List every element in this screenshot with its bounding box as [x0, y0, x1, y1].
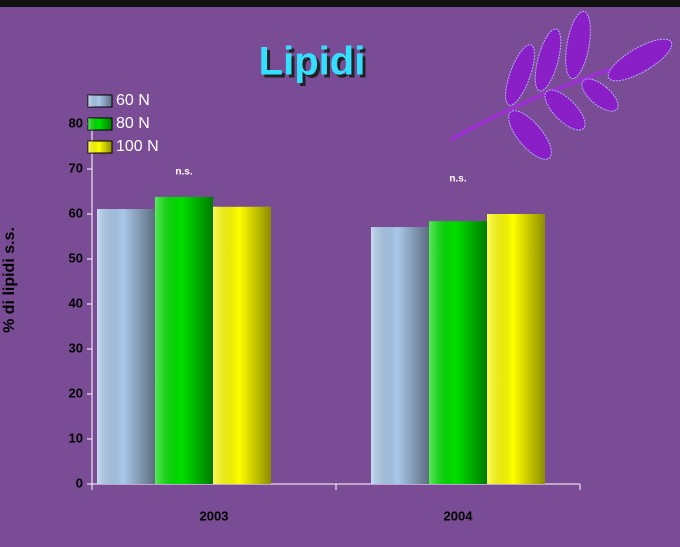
y-tick-label: 70 [69, 160, 83, 175]
legend-label: 60 N [116, 92, 150, 109]
y-tick-label: 10 [69, 430, 83, 445]
chart-title: Lipidi [259, 40, 366, 84]
y-tick-label: 0 [76, 475, 83, 490]
legend-label: 80 N [116, 115, 150, 132]
y-tick-label: 60 [69, 205, 83, 220]
y-tick-label: 20 [69, 385, 83, 400]
bar-shade [155, 196, 213, 484]
y-tick-label: 50 [69, 250, 83, 265]
bar-shade [371, 227, 429, 485]
title-shadow: Lipidi [262, 43, 369, 87]
y-tick-label: 80 [69, 115, 83, 130]
y-tick-label: 30 [69, 340, 83, 355]
bar-shade [487, 214, 545, 484]
y-tick-label: 40 [69, 295, 83, 310]
legend-label: 100 N [116, 138, 159, 155]
legend-swatch-shade [88, 141, 112, 153]
top-border [0, 0, 680, 7]
leaf-decoration [449, 10, 673, 160]
annotation: n.s. [175, 167, 192, 178]
x-tick-label: 2004 [444, 508, 474, 523]
legend-swatch-shade [88, 95, 112, 107]
y-axis-label: % di lipidi s.s. [1, 227, 18, 333]
bar-shade [97, 209, 155, 485]
x-tick-label: 2003 [200, 508, 229, 523]
annotation: n.s. [449, 174, 466, 185]
bar-shade [213, 206, 271, 485]
bar-shade [429, 221, 487, 484]
legend-swatch-shade [88, 118, 112, 130]
